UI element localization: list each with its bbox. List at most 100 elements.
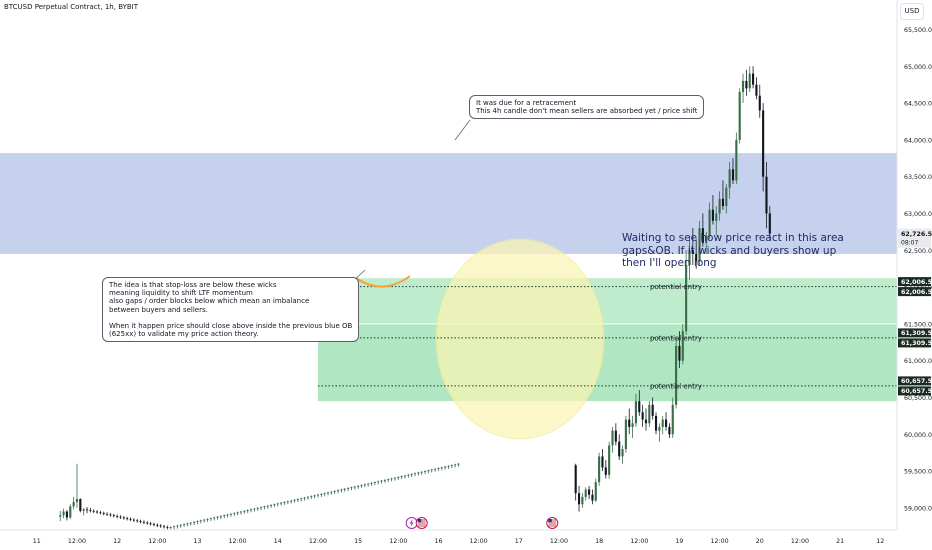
candle-body xyxy=(648,404,651,424)
candle-body xyxy=(216,516,219,518)
candle xyxy=(430,468,433,473)
candle xyxy=(758,84,761,118)
candle-body xyxy=(393,477,397,479)
candle-body xyxy=(206,518,209,520)
retracement-note[interactable]: It was due for a retracement This 4h can… xyxy=(469,95,705,120)
candle xyxy=(390,477,393,482)
candle-body xyxy=(229,513,233,515)
candle-body xyxy=(286,501,289,503)
candle xyxy=(59,510,62,522)
candle xyxy=(350,486,353,491)
time-tick-label: 14 xyxy=(274,538,282,545)
price-tag-label: 61,309.5 xyxy=(901,330,932,337)
candle xyxy=(440,466,443,471)
candle-body xyxy=(146,522,149,524)
candle xyxy=(193,521,196,525)
candle xyxy=(434,468,437,472)
candle-body xyxy=(72,502,75,507)
candle xyxy=(380,479,383,484)
time-tick-label: 20 xyxy=(756,538,764,545)
candle xyxy=(628,408,631,435)
candle-body xyxy=(223,515,226,517)
candle-body xyxy=(434,468,437,470)
price-axis-bg xyxy=(897,0,932,550)
candle xyxy=(283,501,286,505)
candle-body xyxy=(624,419,627,450)
candle xyxy=(427,469,430,474)
current-price-tag xyxy=(898,228,931,248)
candle-body xyxy=(731,169,735,181)
candle xyxy=(748,66,751,93)
candle-body xyxy=(203,519,206,521)
candle-body xyxy=(735,139,738,181)
candle xyxy=(644,408,648,431)
candle xyxy=(266,504,269,509)
candle-body xyxy=(430,469,433,471)
candle xyxy=(126,516,129,521)
candle xyxy=(229,513,233,517)
candle xyxy=(132,518,135,522)
candle-body xyxy=(357,485,360,487)
candle-body xyxy=(253,508,256,510)
candle xyxy=(270,504,273,508)
candle xyxy=(661,415,664,435)
candle xyxy=(651,397,654,420)
candle xyxy=(698,220,701,265)
candle xyxy=(614,423,617,446)
candle-body xyxy=(413,473,417,475)
candle-body xyxy=(591,494,594,501)
candle xyxy=(755,77,758,100)
price-tag-label: 62,006.5 xyxy=(901,289,932,296)
candle-body xyxy=(671,404,674,435)
candle-body xyxy=(678,345,681,361)
waiting-note[interactable]: Waiting to see how price react in this a… xyxy=(622,232,844,269)
candle xyxy=(243,510,246,514)
entry-level-label: potential entry xyxy=(650,382,702,390)
candle xyxy=(410,473,413,477)
candle xyxy=(708,202,711,240)
candle xyxy=(129,517,132,522)
us-flag-canton xyxy=(548,519,552,523)
candle xyxy=(671,397,674,438)
candle-body xyxy=(142,521,145,523)
wick-arc xyxy=(355,275,411,288)
candle xyxy=(454,463,457,468)
candle-body xyxy=(112,515,115,517)
price-tick-label: 60,000.0 xyxy=(904,432,932,439)
stoploss-note[interactable]: The idea is that stop-loss are below the… xyxy=(102,277,360,343)
candle xyxy=(290,499,293,504)
candle xyxy=(75,463,79,508)
candle-body xyxy=(330,491,333,493)
price-tag xyxy=(898,287,931,297)
candle xyxy=(654,412,658,435)
candle xyxy=(246,509,249,514)
candle xyxy=(437,467,440,472)
candle-body xyxy=(577,493,581,505)
candle xyxy=(162,524,166,529)
candle xyxy=(695,239,698,269)
candle xyxy=(179,524,182,528)
currency-button[interactable]: USD xyxy=(900,3,924,20)
candle xyxy=(139,519,142,524)
candle xyxy=(166,525,169,530)
candle-body xyxy=(403,475,407,477)
candle-body xyxy=(300,498,303,500)
price-tag xyxy=(898,376,931,386)
candle-body xyxy=(132,519,135,521)
candle-body xyxy=(628,419,631,427)
candle-body xyxy=(162,526,166,528)
candle-body xyxy=(156,524,159,526)
candle-body xyxy=(738,92,741,140)
candle-body xyxy=(715,213,718,221)
candle xyxy=(383,479,386,483)
candle-body xyxy=(266,505,269,507)
candle xyxy=(152,522,156,527)
candle-body xyxy=(454,464,457,466)
candle xyxy=(373,481,376,486)
candle xyxy=(276,502,279,507)
price-tag-label: 60,657.5 xyxy=(901,388,932,395)
candle xyxy=(226,513,229,518)
order-block-zone xyxy=(0,153,897,254)
